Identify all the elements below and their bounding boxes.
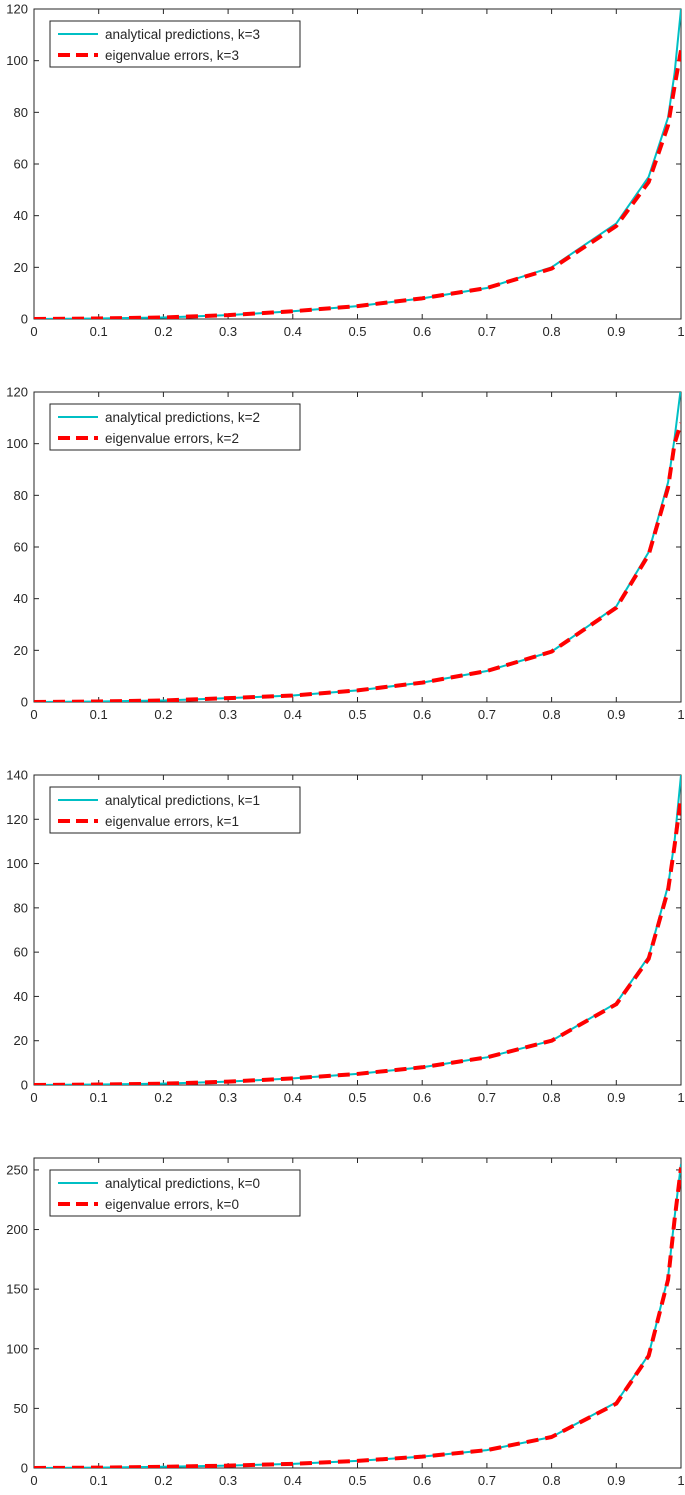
y-tick-label: 140 [6,768,28,783]
x-tick-label: 1 [677,324,684,339]
x-tick-label: 0.3 [219,707,237,722]
series-line-eigenvalue [34,422,681,702]
x-tick-label: 0.7 [478,324,496,339]
y-tick-label: 100 [6,856,28,871]
x-tick-label: 0 [30,1473,37,1488]
x-tick-label: 0.5 [348,707,366,722]
legend-label: analytical predictions, k=2 [105,410,260,425]
y-tick-label: 20 [14,260,28,275]
x-tick-label: 0.2 [154,707,172,722]
legend-box [49,1169,301,1217]
chart-panel-1: 0 0.1 0.2 0.3 0.4 0.5 0.6 0.7 0.8 0.9 1 0 20 40 60 80 10… [6,2,684,340]
chart-panel-4: 0 0.1 0.2 0.3 0.4 0.5 0.6 0.7 0.8 0.9 1 0 50 100 150 20… [6,1157,685,1488]
x-tick-label: 0.6 [413,324,431,339]
x-tick-label: 0.3 [219,1090,237,1105]
x-tick-label: 0 [30,1090,37,1105]
y-tick-label: 50 [14,1401,28,1416]
x-tick-label: 0.7 [478,707,496,722]
y-tick-label: 40 [14,208,28,223]
legend-box [49,403,301,451]
y-tick-label: 200 [6,1222,28,1237]
legend-box [49,786,301,834]
legend-label: eigenvalue errors, k=3 [105,48,239,63]
y-tick-label: 0 [21,1078,28,1093]
x-tick-label: 0.2 [154,1090,172,1105]
legend: analytical predictions, k=0 eigenvalue er… [49,1169,301,1217]
x-tick-label: 0.6 [413,707,431,722]
x-tick-label: 0.5 [348,1090,366,1105]
x-tick-label: 1 [677,1473,684,1488]
x-tick-label: 0.9 [607,324,625,339]
y-tick-label: 80 [14,105,28,120]
series-line-eigenvalue [34,1167,681,1468]
x-tick-label: 0.4 [284,1473,302,1488]
x-tick-label: 0.2 [154,1473,172,1488]
x-tick-label: 1 [677,707,684,722]
x-tick-label: 0.1 [90,324,108,339]
x-tick-label: 0.7 [478,1473,496,1488]
y-tick-label: 60 [14,945,28,960]
legend-label: eigenvalue errors, k=0 [105,1197,239,1212]
y-tick-label: 250 [6,1162,28,1177]
y-tick-label: 60 [14,157,28,172]
x-tick-label: 0.7 [478,1090,496,1105]
x-tick-label: 0.8 [543,1473,561,1488]
x-tick-label: 0.2 [154,324,172,339]
series-line-eigenvalue [34,796,681,1085]
x-tick-label: 0.4 [284,1090,302,1105]
y-tick-label: 20 [14,1033,28,1048]
y-tick-label: 40 [14,989,28,1004]
legend-label: eigenvalue errors, k=2 [105,431,239,446]
chart-panel-3: 0 0.1 0.2 0.3 0.4 0.5 0.6 0.7 0.8 0.9 1 0 20 40 60 80 10… [6,768,684,1106]
legend-label: analytical predictions, k=0 [105,1176,260,1191]
y-tick-label: 20 [14,643,28,658]
legend: analytical predictions, k=3 eigenvalue er… [49,20,301,68]
x-tick-label: 0.9 [607,1090,625,1105]
y-tick-label: 0 [21,312,28,327]
y-tick-label: 100 [6,1341,28,1356]
x-tick-label: 0.3 [219,324,237,339]
y-tick-label: 100 [6,436,28,451]
legend-label: analytical predictions, k=3 [105,27,260,42]
legend-label: eigenvalue errors, k=1 [105,814,239,829]
y-tick-label: 120 [6,2,28,17]
chart-panel-2: 0 0.1 0.2 0.3 0.4 0.5 0.6 0.7 0.8 0.9 1 0 20 40 60 80 10… [6,385,684,723]
x-tick-label: 0.9 [607,1473,625,1488]
x-tick-label: 0 [30,324,37,339]
x-tick-label: 0.1 [90,1090,108,1105]
y-tick-label: 100 [6,53,28,68]
y-tick-label: 150 [6,1282,28,1297]
legend-box [49,20,301,68]
x-tick-label: 0.8 [543,324,561,339]
y-tick-label: 80 [14,900,28,915]
x-tick-label: 0.5 [348,324,366,339]
x-tick-label: 0.4 [284,324,302,339]
legend: analytical predictions, k=1 eigenvalue er… [49,786,301,834]
x-tick-label: 0.6 [413,1473,431,1488]
x-tick-label: 0.4 [284,707,302,722]
x-tick-label: 0.8 [543,1090,561,1105]
legend-label: analytical predictions, k=1 [105,793,260,808]
x-tick-label: 0.1 [90,707,108,722]
x-tick-label: 0.3 [219,1473,237,1488]
y-tick-label: 120 [6,812,28,827]
x-tick-label: 0.6 [413,1090,431,1105]
y-tick-label: 0 [21,1461,28,1476]
x-tick-label: 0.1 [90,1473,108,1488]
y-tick-label: 60 [14,540,28,555]
x-tick-label: 0.8 [543,707,561,722]
legend: analytical predictions, k=2 eigenvalue er… [49,403,301,451]
x-tick-label: 0 [30,707,37,722]
x-tick-label: 0.9 [607,707,625,722]
y-tick-label: 120 [6,385,28,400]
y-tick-label: 0 [21,695,28,710]
x-tick-label: 1 [677,1090,684,1105]
x-tick-label: 0.5 [348,1473,366,1488]
y-tick-label: 80 [14,488,28,503]
series-line-eigenvalue [34,49,681,319]
y-tick-label: 40 [14,591,28,606]
